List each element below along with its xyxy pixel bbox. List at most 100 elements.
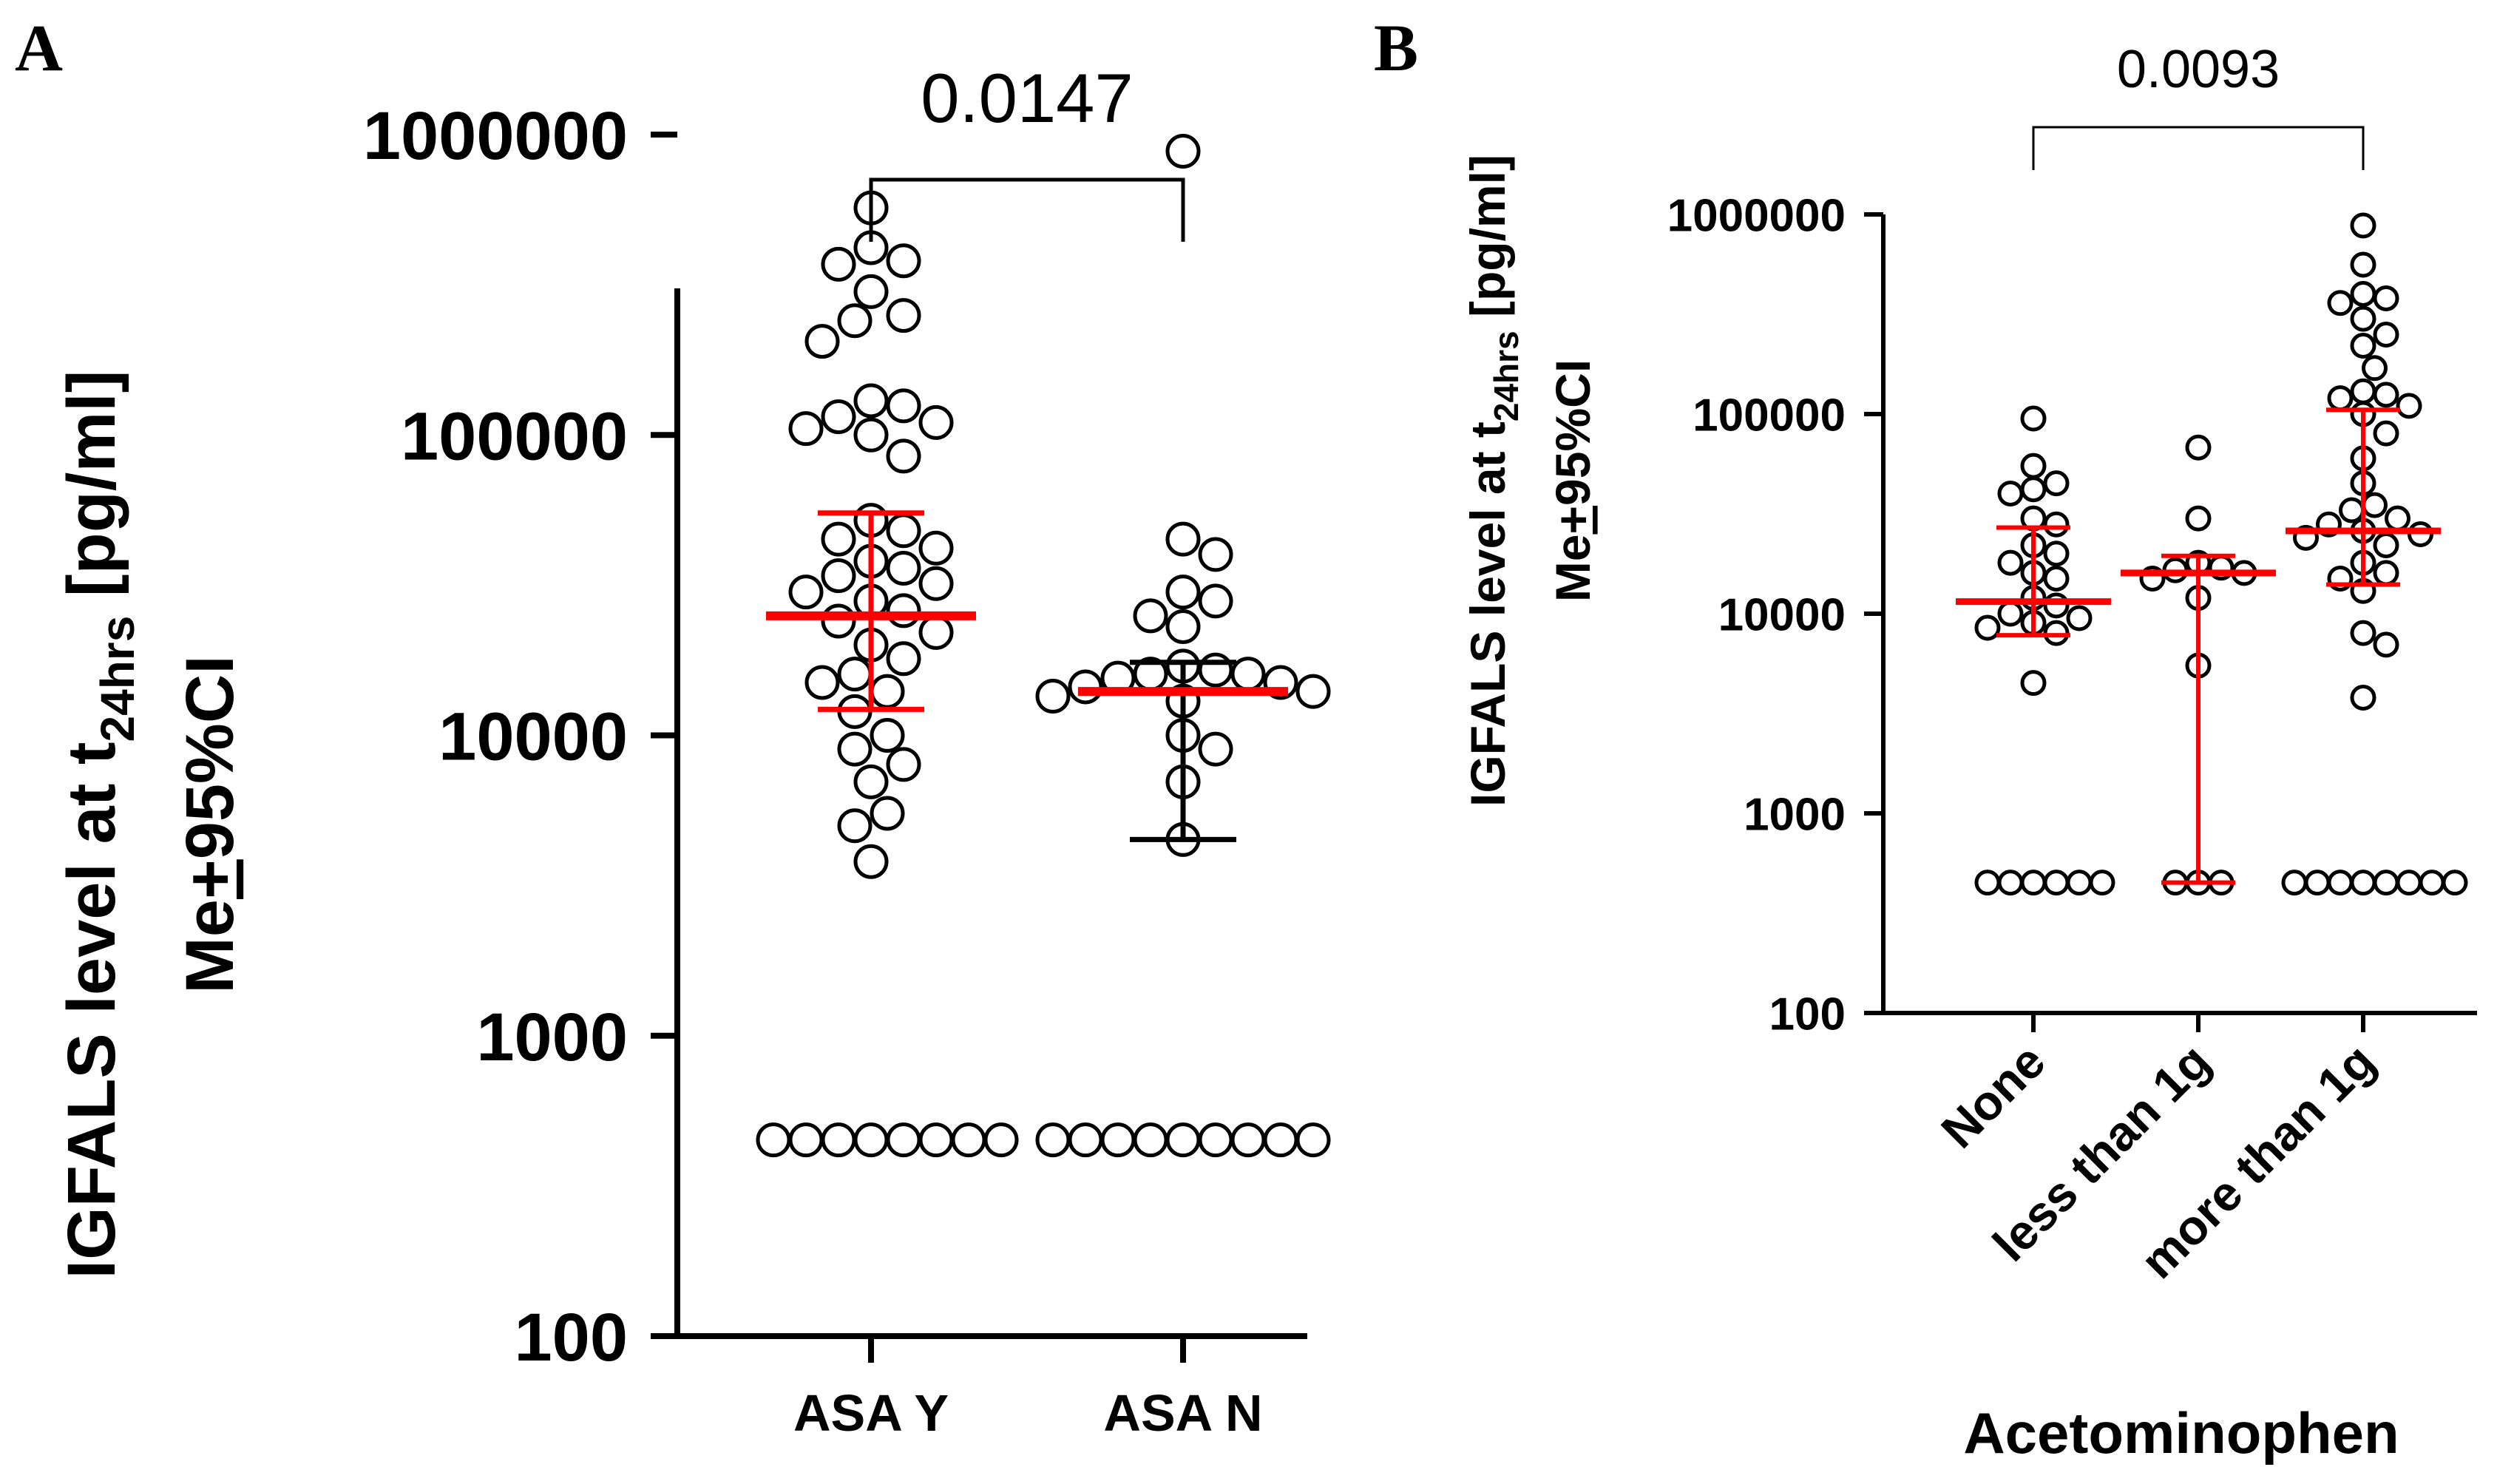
panel-a-data-point xyxy=(886,298,921,333)
panel-a-data-point xyxy=(756,1122,791,1158)
panel-a-data-point xyxy=(886,551,921,586)
panel-a-data-point xyxy=(870,718,905,753)
panel-a-data-point xyxy=(983,1122,1019,1158)
panel-b-data-point xyxy=(2185,505,2212,532)
panel-b-data-point xyxy=(2350,620,2376,646)
panel-a-y-tick-label: 1000000 xyxy=(363,98,628,174)
panel-a-data-point xyxy=(1133,1122,1168,1158)
panel-b-data-point xyxy=(2396,393,2422,419)
panel-a-data-point xyxy=(918,566,954,601)
panel-a-y-tick-label: 1000 xyxy=(476,1000,628,1075)
panel-b-y-tick-label: 1000 xyxy=(1744,789,1846,840)
panel-a-data-point xyxy=(886,388,921,424)
panel-a-ylabel-line2: Me+95%CI xyxy=(172,655,248,994)
panel-b-data-point xyxy=(2350,280,2376,307)
panel-a-data-point xyxy=(1165,575,1201,610)
panel-b-data-point xyxy=(2442,870,2468,896)
panel-b-y-tick-label: 100000 xyxy=(1693,390,1846,441)
panel-b-x-tick-label: None xyxy=(1931,1034,2056,1159)
panel-a-data-point xyxy=(1295,1122,1331,1158)
panel-a-y-tick-label: 100000 xyxy=(401,399,628,474)
panel-a-data-point xyxy=(853,764,889,799)
panel-a-data-point xyxy=(837,808,873,844)
panel-b-y-tick-label: 10000 xyxy=(1718,589,1846,640)
panel-b-data-point xyxy=(2339,497,2365,524)
panel-a-data-point xyxy=(1230,657,1266,692)
panel-a-data-point xyxy=(886,513,921,549)
panel-a-data-point xyxy=(853,383,889,419)
panel-a-x-tick-label: ASA Y xyxy=(793,1384,949,1442)
panel-a-data-point xyxy=(1068,669,1103,705)
panel-a-data-point xyxy=(853,274,889,309)
panel-b-y-tick-label: 1000000 xyxy=(1667,190,1846,241)
panel-b-data-point xyxy=(2281,870,2308,896)
panel-a-data-point xyxy=(886,243,921,279)
panel-a-data-point xyxy=(870,674,905,709)
panel-b-data-point xyxy=(2327,290,2354,316)
panel-a-data-point xyxy=(1198,731,1233,767)
panel-a-data-point xyxy=(951,1122,986,1158)
panel-a-data-point xyxy=(1198,583,1233,619)
panel-a-data-point xyxy=(1165,1122,1201,1158)
panel-b-data-point xyxy=(2373,560,2399,586)
panel-b-data-point xyxy=(2373,322,2399,348)
panel-b-data-point xyxy=(1997,480,2024,506)
panel-b-data-point xyxy=(1997,870,2024,896)
panel-b-data-point xyxy=(2362,355,2388,382)
panel-a-data-point xyxy=(1165,521,1201,557)
panel-b-data-point xyxy=(2043,511,2070,538)
panel-a-y-axis-label: IGFALS level at t24hrs [pg/ml] Me+95%CI xyxy=(54,370,248,1279)
panel-a-data-point xyxy=(886,641,921,677)
panel-b-data-point xyxy=(2066,870,2093,896)
panel-b-data-point xyxy=(2185,434,2212,461)
panel-a-data-point xyxy=(1133,598,1168,634)
panel-a-bracket xyxy=(869,177,1185,242)
panel-a-data-point xyxy=(1198,652,1233,688)
panel-a-data-point xyxy=(821,521,856,557)
panel-b-error-bars xyxy=(1956,407,2441,885)
panel-b-data-point xyxy=(2373,382,2399,408)
panel-b-y-ticks: 100 1000 10000 100000 1000000 xyxy=(1667,190,1883,1040)
panel-b-x-axis-title: Acetominophen xyxy=(1963,1400,2399,1466)
panel-b-data-point xyxy=(2043,565,2070,592)
panel-label-a: A xyxy=(15,12,63,85)
panel-a-data-point xyxy=(918,1122,954,1158)
panel-a-y-tick-label: 100 xyxy=(515,1300,629,1375)
panel-a-data-point xyxy=(918,404,954,440)
panel-a-data-point xyxy=(788,575,824,610)
panel-a-data-point xyxy=(853,1122,889,1158)
panel-b-y-tick-label: 100 xyxy=(1769,989,1846,1040)
panel-b-data-point xyxy=(2350,870,2376,896)
panel-a-data-point xyxy=(918,614,954,650)
panel-a-data-point xyxy=(821,603,856,639)
panel-b-data-point xyxy=(2350,378,2376,404)
panel-a-data-point xyxy=(1100,1122,1136,1158)
panel-b-p-value: 0.0093 xyxy=(2117,40,2280,99)
panel-a-data-point xyxy=(853,844,889,879)
panel-a-data-point xyxy=(788,1122,824,1158)
panel-b-data-point xyxy=(2304,870,2331,896)
panel-a-data-point xyxy=(1068,1122,1103,1158)
panel-b-data-point xyxy=(2408,521,2433,548)
panel-b-data-point xyxy=(2020,670,2047,697)
panel-a-data-point xyxy=(870,796,905,831)
panel-a-data-point xyxy=(886,593,921,629)
panel-b-data-point xyxy=(1997,549,2024,576)
panel-a-data-point xyxy=(837,303,873,339)
panel-b-data-point xyxy=(2350,333,2376,359)
panel-a-data-point xyxy=(837,657,873,692)
panel-b-data-point xyxy=(2373,870,2399,896)
panel-b-ylabel-line1: IGFALS level at t24hrs [pg/ml] xyxy=(1460,155,1525,807)
panel-a-data-point xyxy=(1295,674,1331,709)
panel-b-data-point xyxy=(2350,684,2376,711)
panel-b-data-point xyxy=(2327,870,2354,896)
panel-b-data-point xyxy=(1997,600,2024,627)
panel-a-data-point xyxy=(853,417,889,453)
panel-a-ylabel-line1: IGFALS level at t24hrs [pg/ml] xyxy=(54,370,144,1279)
panel-b-data-point xyxy=(2362,492,2388,518)
panel-a-data-point xyxy=(821,246,856,282)
panel-b-data-point xyxy=(2350,305,2376,332)
panel-a-data-point xyxy=(821,1122,856,1158)
panel-a-data-point xyxy=(804,324,840,359)
panel-a-data-point xyxy=(1165,134,1201,169)
